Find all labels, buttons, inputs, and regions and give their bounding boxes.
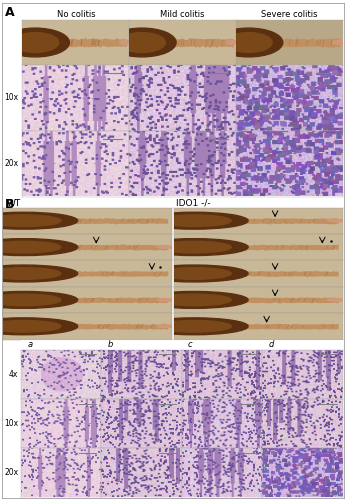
- Circle shape: [157, 320, 231, 332]
- Text: 4x: 4x: [9, 370, 18, 378]
- Circle shape: [226, 40, 237, 45]
- Text: 20x: 20x: [4, 468, 18, 477]
- Circle shape: [140, 238, 248, 256]
- Text: 10x: 10x: [4, 94, 19, 102]
- Circle shape: [140, 212, 248, 229]
- Circle shape: [1, 28, 70, 57]
- Text: A: A: [5, 6, 15, 19]
- Text: No colitis: No colitis: [56, 10, 95, 19]
- Text: B: B: [5, 198, 15, 211]
- Text: WT: WT: [7, 199, 21, 208]
- Circle shape: [327, 220, 344, 222]
- Circle shape: [0, 294, 61, 306]
- Circle shape: [157, 242, 231, 253]
- Text: 10x: 10x: [4, 419, 18, 428]
- Text: Mild colitis: Mild colitis: [160, 10, 205, 19]
- Circle shape: [157, 325, 174, 328]
- Circle shape: [157, 268, 231, 280]
- Circle shape: [0, 215, 61, 226]
- Circle shape: [12, 32, 59, 52]
- Text: d: d: [268, 340, 274, 349]
- Text: Severe colitis: Severe colitis: [261, 10, 317, 19]
- Text: c: c: [188, 340, 193, 349]
- Circle shape: [140, 318, 248, 334]
- Circle shape: [108, 28, 176, 57]
- Circle shape: [0, 212, 78, 229]
- Circle shape: [0, 318, 78, 334]
- Circle shape: [0, 242, 61, 253]
- Text: 20x: 20x: [4, 159, 19, 168]
- Circle shape: [0, 320, 61, 332]
- Circle shape: [333, 40, 344, 45]
- Circle shape: [327, 298, 344, 301]
- Circle shape: [157, 294, 231, 306]
- Circle shape: [157, 246, 174, 248]
- Circle shape: [0, 268, 61, 280]
- Circle shape: [140, 265, 248, 282]
- Circle shape: [140, 292, 248, 308]
- Circle shape: [225, 32, 272, 52]
- Text: b: b: [108, 340, 113, 349]
- Circle shape: [0, 292, 78, 308]
- Circle shape: [215, 28, 283, 57]
- Circle shape: [120, 40, 130, 45]
- Circle shape: [0, 265, 78, 282]
- Circle shape: [157, 215, 231, 226]
- Circle shape: [157, 298, 174, 301]
- Text: IDO1 -/-: IDO1 -/-: [176, 199, 211, 208]
- Circle shape: [118, 32, 165, 52]
- Text: a: a: [27, 340, 32, 349]
- Circle shape: [0, 238, 78, 256]
